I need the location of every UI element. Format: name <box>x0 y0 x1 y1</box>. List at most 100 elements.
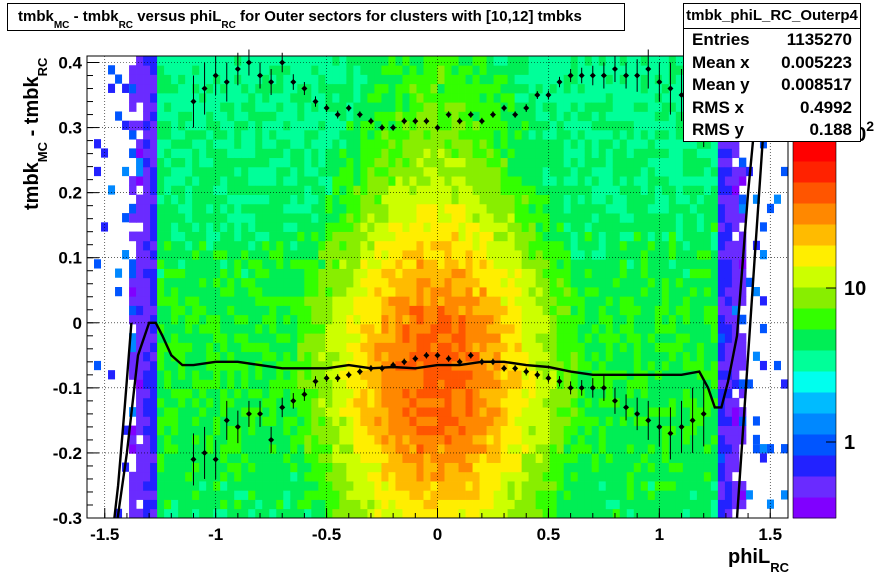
heatmap-cell <box>402 120 410 131</box>
heatmap-cell <box>528 388 537 399</box>
heatmap-cell <box>703 185 712 195</box>
heatmap-cell <box>241 407 249 417</box>
heatmap-cell <box>570 333 579 343</box>
heatmap-cell <box>486 185 494 195</box>
heatmap-cell <box>486 434 494 445</box>
heatmap-cell <box>136 268 144 279</box>
profile-point <box>656 407 663 447</box>
heatmap-cell <box>416 83 424 94</box>
heatmap-cell <box>297 379 305 390</box>
heatmap-cell <box>451 259 459 269</box>
heatmap-cell <box>220 222 228 232</box>
heatmap-cell <box>661 407 670 417</box>
heatmap-cell <box>283 333 291 343</box>
heatmap-cell <box>661 397 670 408</box>
heatmap-cell <box>570 259 579 269</box>
heatmap-cell <box>584 407 593 417</box>
heatmap-cell <box>360 120 368 131</box>
heatmap-cell <box>696 296 705 306</box>
heatmap-cell <box>388 194 396 205</box>
heatmap-cell <box>206 250 214 260</box>
heatmap-cell <box>654 250 663 260</box>
heatmap-cell <box>584 176 593 186</box>
heatmap-cell <box>507 379 516 390</box>
heatmap-cell <box>339 83 347 94</box>
heatmap-cell <box>591 287 600 297</box>
heatmap-cell <box>339 508 347 519</box>
heatmap-cell <box>717 157 726 168</box>
heatmap-cell <box>661 453 670 463</box>
heatmap-cell <box>276 259 284 269</box>
heatmap-cell <box>206 56 214 66</box>
heatmap-cell <box>269 471 277 482</box>
heatmap-cell <box>185 231 193 242</box>
heatmap-cell <box>661 277 670 288</box>
heatmap-cell <box>297 360 305 371</box>
heatmap-cell <box>367 92 375 103</box>
heatmap-cell <box>598 425 607 436</box>
heatmap-cell <box>325 120 333 131</box>
heatmap-cell <box>192 213 200 223</box>
stats-row-mean-x: Mean x 0.005223 <box>684 52 860 75</box>
heatmap-cell <box>143 508 151 519</box>
heatmap-cell <box>493 453 501 463</box>
heatmap-cell <box>675 111 684 122</box>
heatmap-cell <box>444 268 452 279</box>
heatmap-cell <box>542 268 551 279</box>
heatmap-cell <box>717 360 726 371</box>
heatmap-cell <box>157 213 165 223</box>
heatmap-cell <box>206 360 214 371</box>
heatmap-cell <box>535 259 544 269</box>
heatmap-cell <box>486 111 494 122</box>
heatmap-cell <box>269 444 277 454</box>
heatmap-cell <box>689 213 698 223</box>
heatmap-cell <box>493 370 501 380</box>
heatmap-cell <box>654 120 663 131</box>
heatmap-cell <box>143 342 151 353</box>
heatmap-cell <box>178 370 186 380</box>
heatmap-cell <box>381 231 389 242</box>
heatmap-cell <box>528 129 537 140</box>
heatmap-cell <box>290 462 298 473</box>
heatmap-cell <box>262 148 270 159</box>
heatmap-cell <box>430 416 438 426</box>
heatmap-cell <box>248 102 256 112</box>
heatmap-cell <box>500 129 508 140</box>
heatmap-cell <box>171 342 179 353</box>
heatmap-cell <box>500 148 508 159</box>
heatmap-cell <box>458 176 466 186</box>
heatmap-cell <box>689 323 698 334</box>
heatmap-cell <box>185 240 193 251</box>
heatmap-cell <box>374 222 382 232</box>
heatmap-cell <box>472 148 480 159</box>
heatmap-cell <box>689 296 698 306</box>
heatmap-cell <box>402 314 410 325</box>
heatmap-cell <box>430 351 438 362</box>
heatmap-cell <box>570 213 579 223</box>
heatmap-cell <box>213 360 221 371</box>
heatmap-cell <box>255 102 263 112</box>
profile-point <box>345 371 352 379</box>
heatmap-cell <box>507 240 516 251</box>
heatmap-cell <box>696 222 705 232</box>
heatmap-cell <box>374 74 382 85</box>
heatmap-cell <box>311 268 319 279</box>
heatmap-cell <box>416 185 424 195</box>
heatmap-cell <box>563 157 572 168</box>
heatmap-cell <box>563 92 572 103</box>
heatmap-cell <box>514 148 523 159</box>
heatmap-cell <box>234 129 242 140</box>
heatmap-cell <box>640 471 649 482</box>
heatmap-cell <box>157 268 165 279</box>
heatmap-cell <box>493 56 501 66</box>
heatmap-cell <box>507 185 516 195</box>
heatmap-cell <box>409 203 417 214</box>
heatmap-cell <box>185 397 193 408</box>
heatmap-cell <box>255 388 263 399</box>
heatmap-cell <box>213 305 221 316</box>
heatmap-cell <box>325 360 333 371</box>
heatmap-cell <box>192 453 200 463</box>
heatmap-cell <box>332 416 340 426</box>
heatmap-cell <box>409 397 417 408</box>
heatmap-cell <box>584 490 593 500</box>
